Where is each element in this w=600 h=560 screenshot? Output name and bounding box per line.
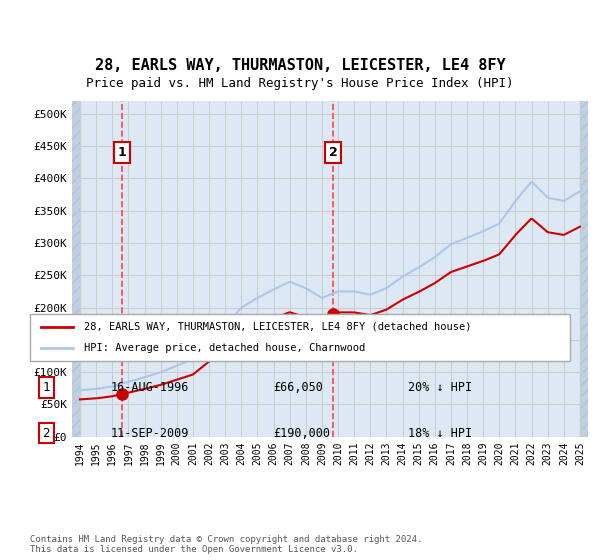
Text: Price paid vs. HM Land Registry's House Price Index (HPI): Price paid vs. HM Land Registry's House … — [86, 77, 514, 90]
Text: 18% ↓ HPI: 18% ↓ HPI — [408, 427, 472, 440]
Text: 1: 1 — [118, 146, 127, 159]
Text: HPI: Average price, detached house, Charnwood: HPI: Average price, detached house, Char… — [84, 343, 365, 353]
Text: 11-SEP-2009: 11-SEP-2009 — [111, 427, 190, 440]
Polygon shape — [72, 101, 80, 437]
FancyBboxPatch shape — [30, 314, 570, 361]
Text: Contains HM Land Registry data © Crown copyright and database right 2024.
This d: Contains HM Land Registry data © Crown c… — [30, 535, 422, 554]
Text: 28, EARLS WAY, THURMASTON, LEICESTER, LE4 8FY: 28, EARLS WAY, THURMASTON, LEICESTER, LE… — [95, 58, 505, 73]
Text: 2: 2 — [43, 427, 50, 440]
Polygon shape — [580, 101, 588, 437]
Text: 28, EARLS WAY, THURMASTON, LEICESTER, LE4 8FY (detached house): 28, EARLS WAY, THURMASTON, LEICESTER, LE… — [84, 322, 472, 332]
Text: £66,050: £66,050 — [273, 381, 323, 394]
Text: 1: 1 — [43, 381, 50, 394]
Text: 20% ↓ HPI: 20% ↓ HPI — [408, 381, 472, 394]
Text: 2: 2 — [329, 146, 338, 159]
Text: 16-AUG-1996: 16-AUG-1996 — [111, 381, 190, 394]
Text: £190,000: £190,000 — [273, 427, 330, 440]
